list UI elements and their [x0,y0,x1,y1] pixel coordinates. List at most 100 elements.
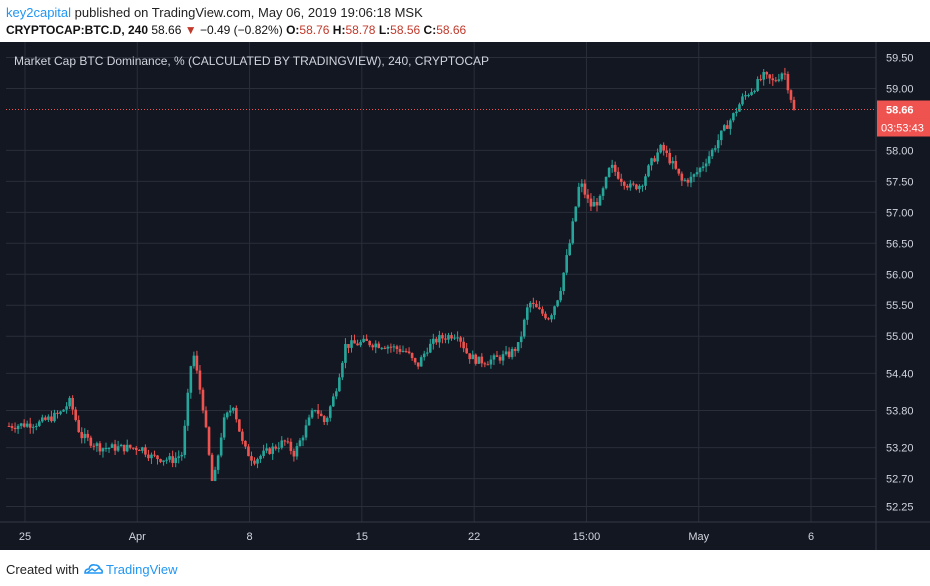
candle-body [713,148,717,150]
footer: Created with TradingView [0,556,930,586]
high-label: H: [332,23,346,37]
candle-body [156,455,159,460]
candle-body [435,338,438,343]
y-axis[interactable]: 59.50 59.00 58.00 57.50 57.00 56.50 56.00 55.50… [875,42,914,550]
candle-body [286,441,290,443]
x-tick-label: 15:00 [573,531,601,543]
candle-body [59,411,62,414]
candle-body [389,346,393,348]
candle-body [192,355,196,367]
candle-body [244,440,247,447]
candle-body [28,423,32,428]
candle-body [747,95,750,97]
candle-body [653,158,656,162]
candle-body [492,355,496,360]
candle-body [438,335,441,343]
author-link[interactable]: key2capital [6,5,72,20]
chart-area[interactable]: 58.66 03:53:43 59.50 59.00 58.00 57.50 57.00 5… [0,42,930,550]
candle-body [759,79,762,81]
candle-body [113,444,117,451]
candle-body [116,446,120,451]
candle-body [650,158,653,166]
candle-body [13,427,17,430]
candle-body [701,166,705,168]
candle-body [256,459,259,464]
candle-body [189,366,193,393]
candle-body [626,185,629,188]
candle-body [529,302,532,308]
candle-body [238,419,241,432]
candle-body [174,457,177,464]
candle-body [656,152,659,162]
x-axis[interactable]: 25 Apr 8 15 22 15:00 May 6 [0,521,930,543]
candle-body [471,354,475,360]
high-value: 58.78 [345,23,376,37]
candle-body [532,302,535,304]
published-text: published on TradingView.com, May 06, 20… [74,5,423,20]
candle-body [80,432,84,439]
candle-body [125,444,129,452]
candle-body [395,346,399,350]
candle-body [131,447,135,449]
candle-body [350,340,353,348]
candle-body [489,359,493,365]
candle-body [68,397,71,407]
candle-body [259,455,262,460]
candle-body [250,456,253,461]
candle-body [19,423,23,426]
candle-body [632,183,635,185]
close-label: C: [423,23,437,37]
candle-body [401,350,405,352]
candle-body [453,337,456,339]
candle-body [719,130,723,141]
candle-body [231,407,235,411]
countdown-badge [877,118,930,137]
candle-body [316,410,320,414]
y-tick-label: 59.50 [886,52,914,64]
candle-body [456,337,459,339]
candle-body [271,446,274,454]
candle-body [638,185,641,190]
candle-body [335,391,338,397]
candle-body [474,354,478,364]
candle-body [325,417,329,422]
candle-body [580,183,584,187]
tradingview-brand[interactable]: TradingView [106,562,178,577]
x-tick-label: 6 [808,531,814,543]
candle-body [44,417,47,420]
candle-body [432,338,435,344]
candle-body [262,450,265,456]
candle-body [183,425,187,455]
candle-body [753,90,756,93]
candle-body [34,425,38,427]
candle-body [513,348,517,351]
candle-body [198,370,202,390]
candle-body [368,340,371,346]
candle-body [616,171,620,179]
candle-body [307,417,311,426]
candle-body [280,440,284,448]
candle-body [25,423,29,427]
y-tick-label: 55.50 [886,300,914,312]
y-tick-label: 57.00 [886,207,914,219]
candles-group [7,67,796,482]
candle-body [756,79,759,91]
candle-body [744,95,747,97]
candle-body [310,410,314,418]
candle-body [783,73,787,75]
candle-body [695,172,699,175]
candle-body [786,74,790,91]
candle-body [619,178,623,182]
candle-body [74,409,77,421]
candle-body [292,450,296,457]
candle-body [410,353,414,359]
candle-body [304,425,308,438]
low-value: 58.56 [390,23,421,37]
candle-body [425,352,429,354]
candle-body [716,140,720,149]
candle-body [398,349,402,352]
candle-body [56,412,59,414]
candle-body [147,454,150,459]
candle-body [641,185,644,187]
